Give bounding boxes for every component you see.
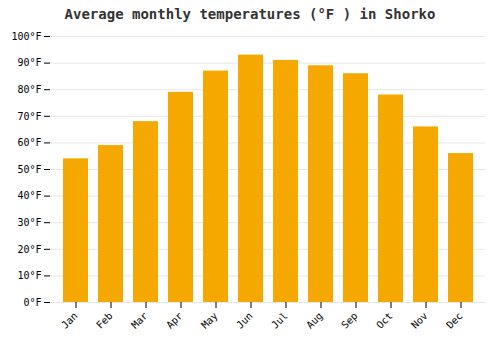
svg-text:Apr: Apr: [164, 310, 185, 331]
svg-text:10°F: 10°F: [17, 270, 41, 281]
svg-text:Jul: Jul: [269, 310, 290, 331]
svg-text:Feb: Feb: [94, 310, 115, 331]
svg-text:40°F: 40°F: [17, 190, 41, 201]
svg-text:Aug: Aug: [304, 310, 325, 331]
svg-text:Jan: Jan: [59, 310, 80, 331]
svg-text:Nov: Nov: [409, 310, 430, 331]
svg-text:Sep: Sep: [339, 310, 360, 331]
svg-text:Oct: Oct: [374, 310, 395, 331]
svg-text:90°F: 90°F: [17, 57, 41, 68]
svg-text:60°F: 60°F: [17, 137, 41, 148]
svg-text:20°F: 20°F: [17, 244, 41, 255]
svg-text:Mar: Mar: [129, 310, 150, 331]
svg-text:70°F: 70°F: [17, 111, 41, 122]
svg-text:Jun: Jun: [234, 310, 255, 331]
svg-text:50°F: 50°F: [17, 164, 41, 175]
svg-text:80°F: 80°F: [17, 84, 41, 95]
svg-text:May: May: [199, 310, 220, 331]
svg-text:100°F: 100°F: [11, 31, 41, 42]
svg-text:0°F: 0°F: [23, 297, 41, 308]
svg-text:Dec: Dec: [444, 310, 465, 331]
svg-text:30°F: 30°F: [17, 217, 41, 228]
html-text:Average monthly temperatures (: Average monthly temperatures (°F ) in Sh…: [64, 6, 436, 22]
